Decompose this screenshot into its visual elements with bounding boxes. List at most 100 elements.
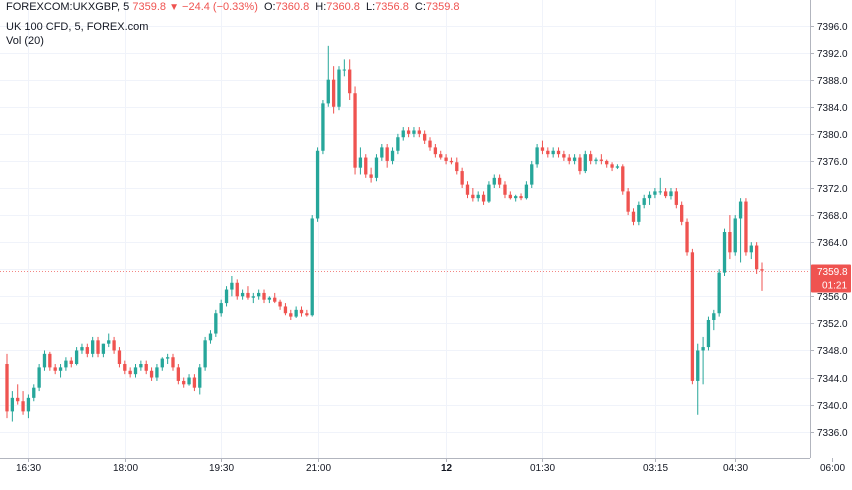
symbol-name[interactable]: FOREXCOM:UKXGBP, 5 (6, 1, 130, 13)
candle (744, 198, 748, 256)
high-label: H: (315, 1, 327, 13)
candle-body (610, 164, 614, 168)
candle-body (674, 191, 678, 205)
candle (26, 394, 31, 419)
candle (401, 127, 405, 141)
candle-body (647, 194, 652, 199)
candle-body (514, 196, 518, 199)
y-tick-label: 7384.0 (817, 103, 848, 114)
price-badge-value: 7359.8 (817, 267, 848, 278)
low-value: 7356.8 (375, 1, 409, 13)
candle (669, 188, 673, 200)
candle (176, 364, 181, 385)
candle-body (321, 103, 325, 151)
candle-body (594, 159, 598, 161)
candle-body (728, 232, 732, 253)
candle (422, 130, 427, 144)
candle-body (48, 353, 52, 368)
candle (556, 147, 561, 158)
candle (621, 164, 625, 195)
candle (605, 159, 609, 168)
candle-body (310, 218, 314, 316)
candle-body (626, 191, 630, 212)
candle-body (605, 160, 609, 165)
symbol-legend: FOREXCOM:UKXGBP, 5 7359.8 ▼ −24.4 (−0.33… (6, 0, 460, 15)
candle (267, 296, 272, 304)
candle-body (117, 350, 122, 364)
candle (722, 228, 727, 276)
x-tick-label: 12 (441, 463, 453, 474)
y-tick-label: 7392.0 (817, 49, 848, 60)
candle-body (353, 93, 357, 168)
candle-body (621, 166, 625, 192)
candle (674, 188, 678, 209)
candle (728, 215, 732, 260)
candle (396, 133, 400, 155)
candle-body (471, 194, 475, 199)
candle-body (133, 367, 138, 375)
candle-body (305, 313, 309, 316)
candle (21, 391, 25, 415)
candle-body (615, 166, 620, 168)
candle-body (91, 340, 95, 354)
candle-body (358, 157, 363, 168)
candle (497, 174, 502, 188)
candle (369, 167, 373, 183)
candle (476, 191, 480, 202)
candle (658, 177, 662, 195)
candle (444, 154, 448, 165)
candle (289, 309, 293, 320)
candle (503, 181, 507, 199)
candle-body (278, 301, 282, 307)
candle (508, 191, 512, 200)
candle (578, 154, 582, 175)
candle (53, 364, 57, 375)
y-tick-label: 7372.0 (817, 184, 848, 195)
candle-body (96, 340, 100, 354)
candle (294, 306, 298, 318)
candle-body (203, 340, 207, 368)
candle-body (155, 367, 159, 378)
candle (540, 140, 545, 155)
candle-body (283, 306, 288, 314)
candle (224, 286, 229, 307)
candle-body (337, 69, 341, 107)
candle-body (546, 150, 550, 155)
candle-body (444, 157, 448, 161)
candle (530, 160, 534, 188)
candle (637, 201, 641, 226)
candle-body (149, 370, 154, 378)
candle (546, 147, 550, 158)
candle (449, 157, 454, 165)
candle-body (642, 198, 646, 205)
candle (235, 279, 239, 300)
candle-body (262, 292, 266, 300)
candle-body (588, 154, 593, 161)
x-tick-label: 19:30 (209, 463, 234, 474)
candle (706, 316, 711, 351)
candle-body (439, 154, 443, 158)
candle (348, 59, 352, 100)
candle (760, 262, 764, 291)
grid-lines (0, 0, 810, 458)
candle (385, 144, 389, 168)
candle-body (754, 245, 759, 270)
candle (171, 353, 175, 371)
candle (696, 343, 700, 415)
candle-body (503, 184, 507, 195)
y-tick-label: 7352.0 (817, 319, 848, 330)
candle-body (128, 370, 132, 375)
volume-indicator-label[interactable]: Vol (20) (6, 35, 44, 47)
open-value: 7360.8 (275, 1, 310, 13)
candle-body (744, 201, 748, 253)
candle (203, 336, 207, 371)
candle (117, 347, 122, 368)
candle (492, 174, 496, 188)
candle-body (240, 292, 245, 297)
y-tick-label: 7368.0 (817, 211, 848, 222)
candle-body (556, 150, 561, 155)
candle-body (267, 297, 272, 300)
candles (5, 45, 764, 422)
x-axis[interactable]: 16:30 18:00 19:30 21:00 12 01:30 03:15 04:30 06:… (16, 458, 852, 474)
